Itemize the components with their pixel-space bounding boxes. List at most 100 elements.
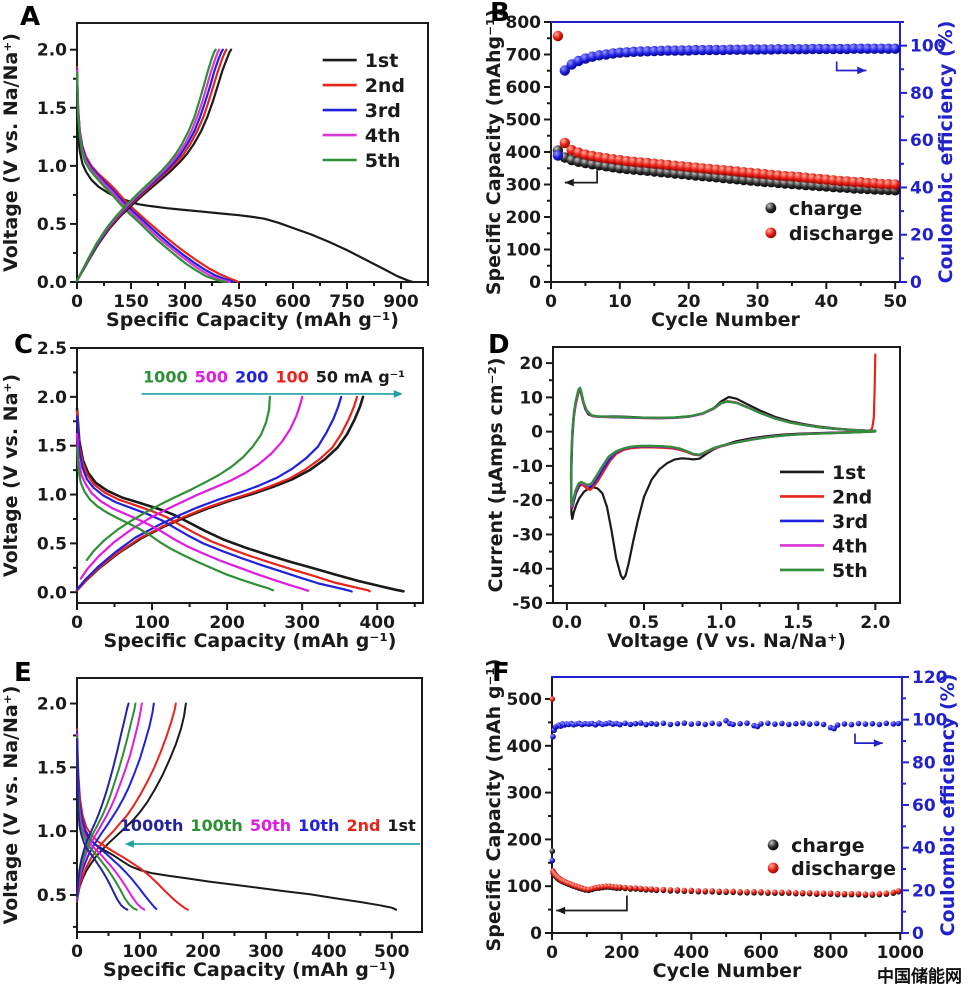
y2-tick-label: 120 (912, 668, 948, 688)
data-point (806, 890, 813, 896)
data-point (632, 885, 639, 891)
data-point (876, 890, 883, 897)
y-tick-label: 1.0 (37, 822, 67, 842)
x-tick-label: 600 (743, 943, 779, 963)
y-tick-label: 1.5 (37, 99, 67, 119)
series-coulombic-efficiency (549, 717, 902, 864)
data-point (550, 733, 556, 740)
legend: 1st 2nd 3rd 4th 5th (322, 50, 405, 172)
series-cv-5th (569, 386, 877, 507)
data-point (799, 890, 806, 896)
data-point (744, 720, 750, 726)
series-100mAg-charge (75, 395, 359, 592)
series-cv-4th (569, 386, 877, 508)
series-coulombic-efficiency (552, 43, 901, 161)
annotation-segment: 1000th (120, 816, 184, 835)
data-point (751, 889, 757, 895)
series-1st-discharge (76, 760, 398, 911)
series-1st-discharge (75, 112, 414, 284)
watermark-text: 中国储能网 (877, 967, 962, 987)
series-group (76, 702, 398, 911)
chart-host-D: 0.0 0.5 1.0 1.5 2.0 -50 -40 -30 -20 -10 0 10 20 Volta… (485, 330, 970, 660)
data-point (841, 721, 848, 727)
y2-tick-label: 40 (910, 178, 934, 198)
y2-axis-title: Coulombic efficiency (%) (937, 674, 959, 937)
x-tick-label: 1.5 (783, 613, 813, 633)
y-tick-label: 500 (506, 111, 542, 131)
data-point (667, 721, 674, 728)
axis-ticks: 0 10 20 30 40 5001002003004005006007008000204… (506, 13, 946, 312)
annotations: 1000 500 200 100 50 mA g⁻¹ (141, 367, 405, 398)
series-5th-discharge (75, 71, 227, 284)
x-tick-label: 2.0 (860, 613, 890, 633)
data-point (772, 721, 778, 727)
data-point (883, 890, 890, 896)
data-point (549, 848, 556, 854)
y-tick-label: 1.0 (37, 486, 67, 506)
x-axis-title: Specific Capacity (mAh g⁻¹) (106, 309, 399, 330)
y-tick-label: 400 (507, 737, 543, 757)
annotations (556, 733, 883, 915)
data-point (632, 720, 639, 727)
data-point (890, 721, 897, 727)
x-tick-label: 300 (248, 942, 284, 962)
series-10th-charge (76, 702, 155, 902)
x-axis-title: Cycle Number (651, 309, 800, 330)
y-tick-label: 400 (506, 143, 542, 163)
data-point (855, 890, 862, 897)
plot-frame (76, 22, 429, 283)
annotations (564, 61, 867, 187)
x-tick-label: 0.0 (552, 613, 582, 633)
arrowhead (564, 178, 574, 187)
panel-D: D 0.0 0.5 1.0 1.5 2.0 -50 -40 -30 -20 -10 0 10 20 Vol… (485, 330, 970, 660)
rate-annotation: 1000th 100th 50th 10th 2nd 1st (120, 816, 416, 835)
data-point (667, 887, 674, 893)
chart-F: 0 200 400 600 800 100001002003004005000204060… (485, 660, 959, 982)
series-2nd-charge (76, 702, 177, 903)
x-tick-label: 40 (815, 292, 839, 312)
legend-item-label: 1st (832, 462, 866, 484)
axis-ticks: 0.0 0.5 1.0 1.5 2.0 -50 -40 -30 -20 -10 0 10 20 (512, 354, 890, 633)
data-point (638, 885, 644, 892)
data-point (890, 179, 901, 190)
panel-label-E: E (14, 658, 32, 688)
data-point (876, 721, 883, 728)
data-point (549, 857, 556, 864)
legend-item-label: 1st (365, 50, 399, 72)
arrowhead (873, 739, 883, 747)
chart-host-B: 0 10 20 30 40 50 0 100 200 300 400 500 600 700 800 0 20 4… (485, 0, 970, 330)
data-point (806, 721, 813, 727)
chart-host-A: 0 150 300 450 600 750 900 0.0 0.5 1.0 1.5 2.0 Specif… (0, 0, 485, 330)
series-100mAg-discharge (75, 410, 371, 593)
y-tick-label: 0 (531, 423, 543, 443)
y-tick-label: 0.5 (37, 215, 67, 235)
annotation-segment: 100 (275, 367, 308, 386)
data-point (758, 889, 764, 895)
annotation-segment: 50th (250, 816, 291, 835)
legend-item-label: discharge (791, 858, 896, 880)
y2-tick-label: 100 (910, 37, 946, 57)
plot-frame (552, 346, 901, 604)
axis-pointer-arrow (556, 895, 628, 912)
legend-item-label: 5th (365, 150, 401, 172)
legend-ball-sample (767, 839, 779, 851)
axis-titles: Cycle Number Specific Capacity (mAh g⁻¹) C… (485, 660, 959, 982)
axis-titles: Specific Capacity (mAh g⁻¹) Voltage (V vs… (0, 33, 399, 330)
y-tick-label: 500 (507, 690, 543, 710)
annotation-segment: 2nd (346, 816, 380, 835)
y-tick-label: -10 (512, 457, 543, 477)
data-point (622, 884, 628, 891)
y-tick-label: 20 (519, 354, 543, 374)
y-axis-title: Voltage (V vs. Na⁺) (0, 374, 22, 577)
y-tick-label: 200 (507, 830, 543, 850)
plot-frame (76, 347, 424, 604)
data-point (653, 721, 660, 727)
data-point (737, 889, 743, 895)
panel-label-A: A (20, 2, 41, 32)
y-tick-label: 600 (506, 78, 542, 98)
y-tick-label: -50 (512, 594, 543, 614)
data-point (688, 721, 695, 727)
